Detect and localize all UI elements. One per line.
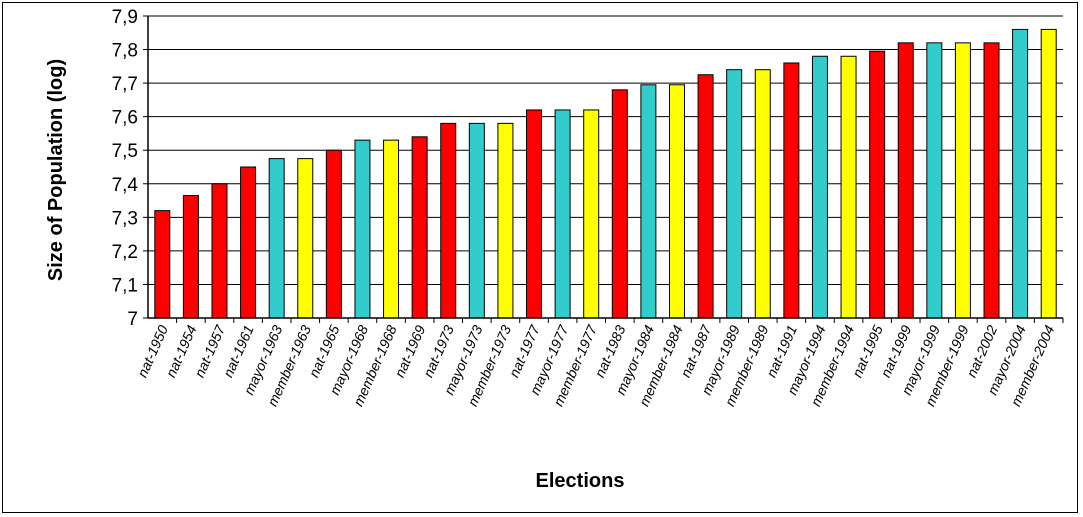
bar-member-1994 <box>840 55 857 319</box>
bar-nat-1973 <box>440 122 457 319</box>
y-tick-label: 7,5 <box>112 141 138 162</box>
bar-mayor-1984 <box>640 84 657 319</box>
x-tick-labels: nat-1950nat-1954nat-1957nat-1961mayor-19… <box>134 322 1058 409</box>
y-tick-label: 7,3 <box>112 208 138 229</box>
y-axis-title: Size of Population (log) <box>45 59 67 281</box>
bar-nat-1977 <box>526 109 543 319</box>
y-tick-labels: 7 7,1 7,2 7,3 7,4 7,5 7,6 7,7 7,8 7,9 <box>112 7 139 330</box>
bar-member-1989 <box>754 69 771 319</box>
y-tick-label: 7,1 <box>112 275 138 296</box>
bar-mayor-1977 <box>554 109 571 319</box>
bar-nat-1995 <box>869 50 886 319</box>
axes <box>147 16 1063 319</box>
y-tick-label: 7,4 <box>112 175 139 196</box>
y-tick-label: 7,7 <box>112 74 138 95</box>
bar-member-1973 <box>497 122 514 319</box>
bar-mayor-1999 <box>926 42 943 319</box>
y-tick-label: 7,6 <box>112 108 138 129</box>
bar-nat-1954 <box>182 195 199 319</box>
bar-mayor-1963 <box>268 158 285 319</box>
bar-nat-1957 <box>211 183 228 319</box>
bar-member-1963 <box>297 158 314 319</box>
bar-member-1999 <box>954 42 971 319</box>
bar-member-1968 <box>383 139 400 319</box>
bar-nat-1965 <box>325 149 342 319</box>
bar-mayor-1989 <box>726 69 743 319</box>
y-tick-label: 7 <box>127 309 138 330</box>
y-tick-label: 7,2 <box>112 242 138 263</box>
bar-nat-1983 <box>611 89 628 319</box>
bar-member-2004 <box>1040 28 1057 319</box>
bar-nat-1987 <box>697 74 714 319</box>
bar-mayor-2004 <box>1012 28 1029 319</box>
y-tick-label: 7,8 <box>112 41 138 62</box>
bar-member-1984 <box>668 84 685 319</box>
bars <box>154 28 1064 323</box>
bar-mayor-1973 <box>468 122 485 319</box>
bar-nat-1969 <box>411 136 428 319</box>
x-axis-title: Elections <box>536 470 625 492</box>
bar-nat-1950 <box>154 210 171 319</box>
y-tick-label: 7,9 <box>112 7 138 28</box>
bar-member-1977 <box>583 109 600 319</box>
bar-nat-1991 <box>783 62 800 319</box>
bar-nat-1961 <box>240 166 257 319</box>
bar-nat-2002 <box>983 42 1000 319</box>
bar-nat-1999 <box>897 42 914 319</box>
bar-mayor-1994 <box>811 55 828 319</box>
bar-mayor-1968 <box>354 139 371 319</box>
